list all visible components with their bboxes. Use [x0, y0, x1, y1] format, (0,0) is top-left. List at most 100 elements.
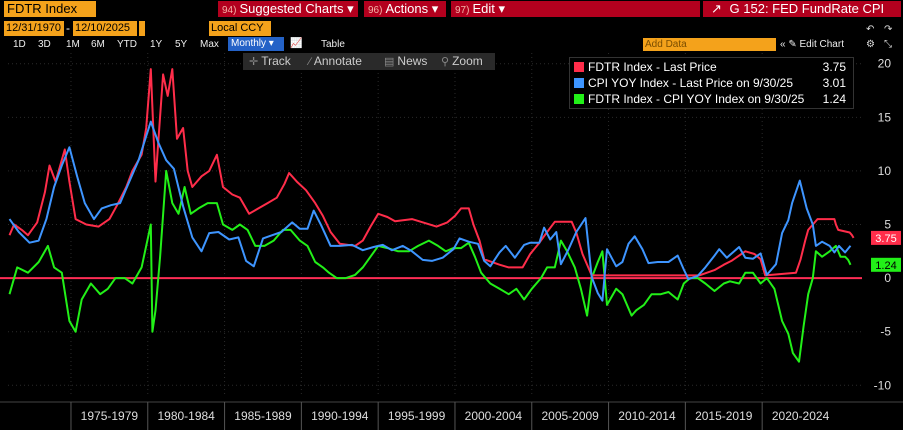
edit-chart-label: Edit Chart	[799, 39, 844, 50]
series-line	[8, 120, 852, 302]
menu-label: Edit	[472, 1, 495, 16]
redo-icon[interactable]: ↷	[884, 24, 893, 35]
date-range-row: 12/31/1970 - 12/10/2025 Local CCY ▾	[0, 20, 903, 49]
news-icon: ▤	[384, 56, 395, 68]
chart-title[interactable]: ↗ G 152: FED FundRate CPI	[703, 1, 901, 17]
export-icon: ↗	[711, 1, 722, 16]
start-date-field[interactable]: 12/31/1970	[4, 21, 64, 36]
x-tick-label: 2010-2014	[618, 409, 676, 423]
collapse-icon: «	[780, 39, 786, 50]
period-row: 1D 3D 1M 6M YTD 1Y 5Y Max Monthly ▾ 📈 Ta…	[0, 37, 903, 52]
news-tool[interactable]: ▤ News	[384, 53, 427, 71]
track-label: Track	[261, 54, 291, 68]
menu-number: 97)	[455, 5, 470, 16]
legend-swatch	[574, 62, 584, 72]
chart-legend: FDTR Index - Last Price 3.75 CPI YOY Ind…	[569, 57, 854, 109]
menu-label: Suggested Charts	[239, 1, 344, 16]
gear-icon[interactable]: ⚙	[866, 39, 875, 50]
period-max[interactable]: Max	[200, 39, 219, 50]
menu-number: 94)	[222, 5, 237, 16]
x-tick-label: 1985-1989	[234, 409, 292, 423]
pencil-icon: ✎	[788, 39, 797, 50]
x-tick-label: 1980-1984	[157, 409, 215, 423]
last-value-tag: 3.75	[871, 230, 901, 245]
last-value-box	[871, 257, 901, 272]
line-chart-icon[interactable]: 📈	[290, 38, 303, 49]
undo-icon[interactable]: ↶	[866, 24, 875, 35]
x-tick-label: 1990-1994	[311, 409, 369, 423]
period-1y[interactable]: 1Y	[150, 39, 163, 50]
period-6m[interactable]: 6M	[91, 39, 105, 50]
y-tick-label: 5	[884, 218, 891, 232]
annotate-label: Annotate	[313, 54, 362, 68]
x-tick-label: 2020-2024	[772, 409, 830, 423]
table-button[interactable]: Table	[321, 39, 345, 50]
crosshair-icon: ✛	[249, 56, 259, 68]
period-ytd[interactable]: YTD	[117, 39, 137, 50]
chart-title-text: G 152: FED FundRate CPI	[729, 1, 885, 16]
chart-tools: ✛ Track ∕ Annotate ▤ News ⚲ Zoom	[243, 53, 495, 70]
last-value-label: 3.75	[875, 233, 896, 245]
edit-menu[interactable]: 97) Edit ▾	[451, 1, 700, 17]
pencil-icon: ∕	[309, 56, 311, 68]
suggested-charts-menu[interactable]: 94) Suggested Charts ▾	[218, 1, 358, 17]
y-tick-label: 10	[878, 164, 892, 178]
date-separator: -	[66, 21, 70, 35]
x-tick-label: 1995-1999	[388, 409, 446, 423]
menu-number: 96)	[368, 5, 383, 16]
x-tick-label: 1975-1979	[81, 409, 139, 423]
legend-swatch	[574, 94, 584, 104]
zoom-label: Zoom	[452, 54, 483, 68]
magnifier-icon: ⚲	[441, 56, 450, 68]
top-toolbar: FDTR Index 94) Suggested Charts ▾ 96) Acti…	[0, 0, 903, 19]
legend-value: 3.01	[822, 76, 846, 90]
y-tick-label: 15	[878, 110, 892, 124]
chevron-down-icon: ▾	[431, 1, 439, 16]
chevron-down-icon: ▾	[498, 1, 506, 16]
period-3d[interactable]: 3D	[38, 39, 51, 50]
chevron-down-icon: ▾	[268, 38, 274, 49]
legend-label: FDTR Index - CPI YOY Index on 9/30/25	[588, 92, 805, 106]
y-tick-label: 20	[878, 57, 892, 71]
legend-item[interactable]: FDTR Index - Last Price 3.75	[574, 60, 850, 75]
edit-chart-button[interactable]: « ✎ Edit Chart	[780, 37, 844, 52]
x-tick-label: 2015-2019	[695, 409, 753, 423]
chevron-down-icon: ▾	[347, 1, 354, 16]
period-1m[interactable]: 1M	[66, 39, 80, 50]
legend-item[interactable]: FDTR Index - CPI YOY Index on 9/30/25 1.…	[574, 92, 850, 107]
ticker-field[interactable]: FDTR Index	[4, 1, 96, 17]
x-tick-label: 2005-2009	[541, 409, 599, 423]
period-5y[interactable]: 5Y	[175, 39, 188, 50]
last-value-tag: 1.24	[871, 257, 901, 272]
legend-label: FDTR Index - Last Price	[588, 60, 717, 74]
legend-item[interactable]: CPI YOY Index - Last Price on 9/30/25 3.…	[574, 76, 850, 91]
last-value-box	[871, 230, 901, 245]
annotate-tool[interactable]: ∕ Annotate	[309, 53, 362, 71]
frequency-select[interactable]: Monthly ▾	[228, 37, 284, 51]
legend-value: 3.75	[822, 60, 846, 74]
y-tick-label: -5	[880, 325, 891, 339]
legend-label: CPI YOY Index - Last Price on 9/30/25	[588, 76, 794, 90]
menu-label: Actions	[385, 1, 429, 16]
zoom-tool[interactable]: ⚲ Zoom	[441, 53, 483, 71]
legend-value: 1.24	[822, 92, 846, 106]
y-tick-label: 0	[884, 271, 891, 285]
news-label: News	[397, 54, 428, 68]
period-1d[interactable]: 1D	[13, 39, 26, 50]
frequency-value: Monthly	[231, 38, 267, 49]
last-value-label: 1.24	[875, 260, 896, 272]
track-tool[interactable]: ✛ Track	[249, 53, 291, 71]
legend-swatch	[574, 78, 584, 88]
y-tick-label: -10	[874, 378, 892, 392]
add-data-input[interactable]: Add Data	[643, 38, 776, 51]
expand-icon[interactable]: ⤡	[884, 39, 892, 50]
series-line	[8, 169, 852, 363]
currency-select[interactable]: Local CCY ▾	[209, 21, 271, 49]
chevron-down-icon: ▾	[211, 37, 217, 49]
actions-menu[interactable]: 96) Actions ▾	[364, 1, 446, 17]
end-date-field[interactable]: 12/10/2025	[73, 21, 137, 36]
calendar-icon[interactable]	[139, 21, 145, 36]
x-tick-label: 2000-2004	[465, 409, 523, 423]
currency-value: Local CCY	[211, 22, 264, 34]
